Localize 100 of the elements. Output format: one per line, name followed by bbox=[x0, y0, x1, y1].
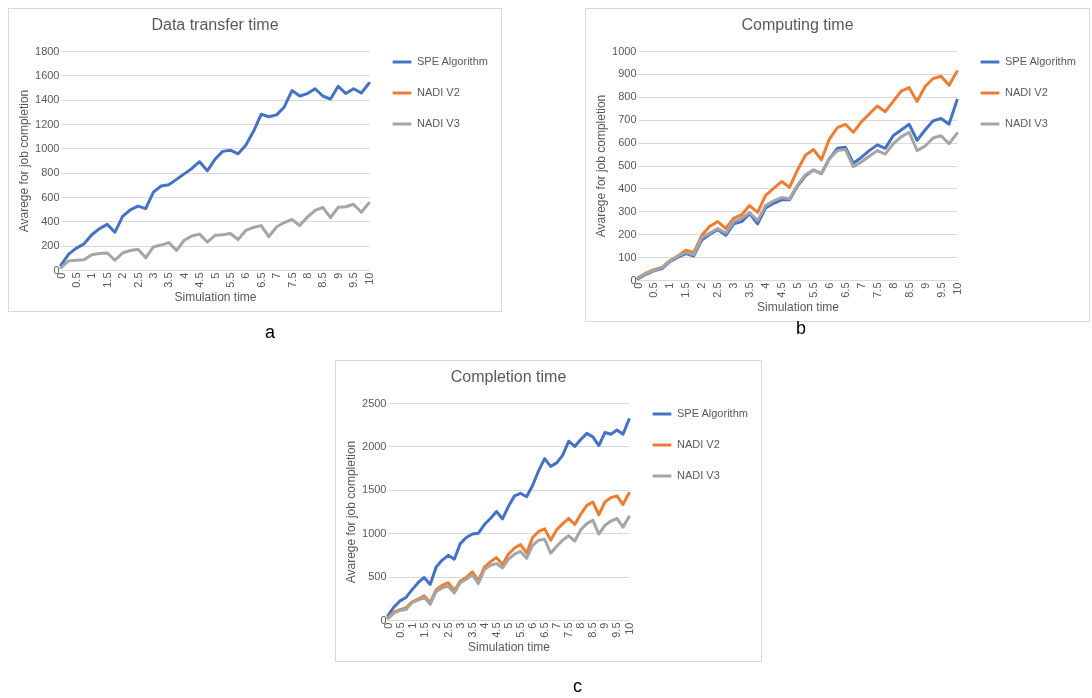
x-tick-label: 2.5 bbox=[711, 282, 724, 298]
y-tick-label: 1000 bbox=[362, 526, 387, 539]
legend-label: SPE Algorithm bbox=[1005, 55, 1076, 67]
x-tick-label: 5.5 bbox=[514, 622, 527, 638]
x-tick-label: 5 bbox=[502, 622, 514, 629]
x-tick-label: 10 bbox=[362, 272, 375, 285]
x-tick-label: 7.5 bbox=[285, 272, 298, 288]
legend-label: SPE Algorithm bbox=[677, 407, 748, 419]
x-tick-label: 2 bbox=[695, 282, 708, 289]
x-tick-label: 6.5 bbox=[254, 272, 267, 288]
x-tick-label: 9.5 bbox=[610, 622, 623, 638]
line-series bbox=[386, 417, 631, 618]
x-tick-label: 4 bbox=[759, 282, 772, 289]
x-tick-label: 5.5 bbox=[806, 282, 819, 298]
y-tick-label: 1000 bbox=[35, 141, 60, 154]
x-tick-label: 7 bbox=[270, 272, 283, 279]
y-tick-label: 500 bbox=[618, 159, 637, 171]
y-tick-label: 1600 bbox=[35, 68, 60, 81]
y-tick-label: 1500 bbox=[362, 483, 387, 496]
y-tick-label: 1400 bbox=[35, 93, 60, 106]
x-tick-label: 8 bbox=[574, 622, 587, 629]
y-tick-label: 2500 bbox=[362, 396, 387, 409]
y-axis-title: Avarege for job completion bbox=[594, 94, 609, 238]
x-tick-label: 9 bbox=[918, 282, 931, 289]
x-tick-label: 6.5 bbox=[838, 282, 851, 298]
y-tick-label: 200 bbox=[618, 227, 637, 240]
x-tick-label: 4.5 bbox=[775, 282, 788, 298]
y-tick-label: 700 bbox=[618, 113, 637, 126]
x-tick-label: 6.5 bbox=[538, 622, 551, 638]
x-tick-label: 10 bbox=[950, 282, 963, 295]
y-tick-label: 800 bbox=[618, 90, 637, 103]
x-tick-label: 8.5 bbox=[316, 272, 329, 288]
legend-label: NADI V2 bbox=[677, 438, 720, 450]
x-tick-label: 2 bbox=[116, 272, 129, 279]
text: a bbox=[265, 322, 276, 343]
x-tick-label: 3.5 bbox=[465, 622, 478, 638]
legend-label: NADI V3 bbox=[417, 117, 460, 129]
x-tick-label: 8 bbox=[300, 272, 313, 279]
x-tick-label: 1.5 bbox=[100, 272, 113, 288]
x-tick-label: 3 bbox=[146, 272, 159, 279]
x-tick-label: 5 bbox=[791, 282, 803, 289]
y-tick-label: 600 bbox=[41, 190, 60, 203]
legend-label: NADI V3 bbox=[1005, 117, 1048, 129]
x-tick-label: 2 bbox=[429, 622, 442, 629]
x-tick-label: 7.5 bbox=[562, 622, 575, 638]
x-tick-label: 3.5 bbox=[743, 282, 756, 298]
y-tick-label: 800 bbox=[41, 166, 60, 179]
y-tick-label: 2000 bbox=[362, 439, 387, 452]
x-tick-label: 1 bbox=[85, 272, 98, 279]
line-series bbox=[59, 81, 371, 267]
x-tick-label: 4.5 bbox=[489, 622, 502, 638]
y-axis-title: Avarege for job completion bbox=[344, 440, 359, 584]
x-tick-label: 4 bbox=[177, 272, 190, 279]
text: b bbox=[796, 318, 807, 339]
y-tick-label: 500 bbox=[368, 570, 387, 583]
x-tick-label: 7 bbox=[854, 282, 867, 289]
y-tick-label: 900 bbox=[618, 67, 637, 80]
x-tick-label: 0.5 bbox=[647, 282, 660, 298]
text: c bbox=[573, 676, 582, 697]
y-tick-label: 1200 bbox=[35, 117, 60, 130]
x-tick-label: 2.5 bbox=[441, 622, 454, 638]
y-tick-label: 400 bbox=[41, 214, 60, 227]
x-tick-label: 2.5 bbox=[131, 272, 144, 288]
x-tick-label: 1.5 bbox=[679, 282, 692, 298]
y-tick-label: 100 bbox=[618, 250, 637, 263]
x-tick-label: 6 bbox=[239, 272, 252, 279]
x-tick-label: 9 bbox=[331, 272, 344, 279]
x-axis-title: Simulation time bbox=[756, 299, 840, 314]
legend-label: SPE Algorithm bbox=[417, 55, 488, 67]
y-axis-title: Avarege for job completion bbox=[17, 89, 32, 233]
chart-title: Computing time bbox=[741, 16, 854, 33]
line-series bbox=[636, 130, 959, 280]
x-tick-label: 6 bbox=[526, 622, 539, 629]
x-tick-label: 4.5 bbox=[193, 272, 206, 288]
legend-label: NADI V3 bbox=[677, 469, 720, 481]
legend-label: NADI V2 bbox=[1005, 86, 1048, 98]
y-tick-label: 1800 bbox=[35, 44, 60, 57]
x-tick-label: 0.5 bbox=[393, 622, 406, 638]
x-tick-label: 1 bbox=[405, 622, 418, 629]
x-tick-label: 6 bbox=[822, 282, 835, 289]
x-axis-title: Simulation time bbox=[467, 639, 551, 654]
x-tick-label: 8 bbox=[886, 282, 899, 289]
x-tick-label: 7 bbox=[550, 622, 563, 629]
x-tick-label: 8.5 bbox=[586, 622, 599, 638]
x-tick-label: 5 bbox=[208, 272, 221, 279]
y-tick-label: 300 bbox=[618, 204, 637, 217]
x-tick-label: 3 bbox=[453, 622, 466, 629]
x-tick-label: 1.5 bbox=[417, 622, 430, 638]
y-tick-label: 200 bbox=[41, 239, 60, 252]
chart-title: Completion time bbox=[450, 368, 567, 385]
x-tick-label: 9.5 bbox=[347, 272, 360, 288]
x-tick-label: 0.5 bbox=[69, 272, 82, 288]
y-tick-label: 1000 bbox=[612, 44, 637, 57]
x-tick-label: 7.5 bbox=[870, 282, 883, 298]
x-axis-title: Simulation time bbox=[174, 289, 257, 304]
line-series bbox=[386, 515, 631, 620]
x-tick-label: 8.5 bbox=[902, 282, 915, 298]
x-tick-label: 1 bbox=[663, 282, 676, 289]
x-tick-label: 9.5 bbox=[934, 282, 947, 298]
line-series bbox=[59, 201, 371, 270]
